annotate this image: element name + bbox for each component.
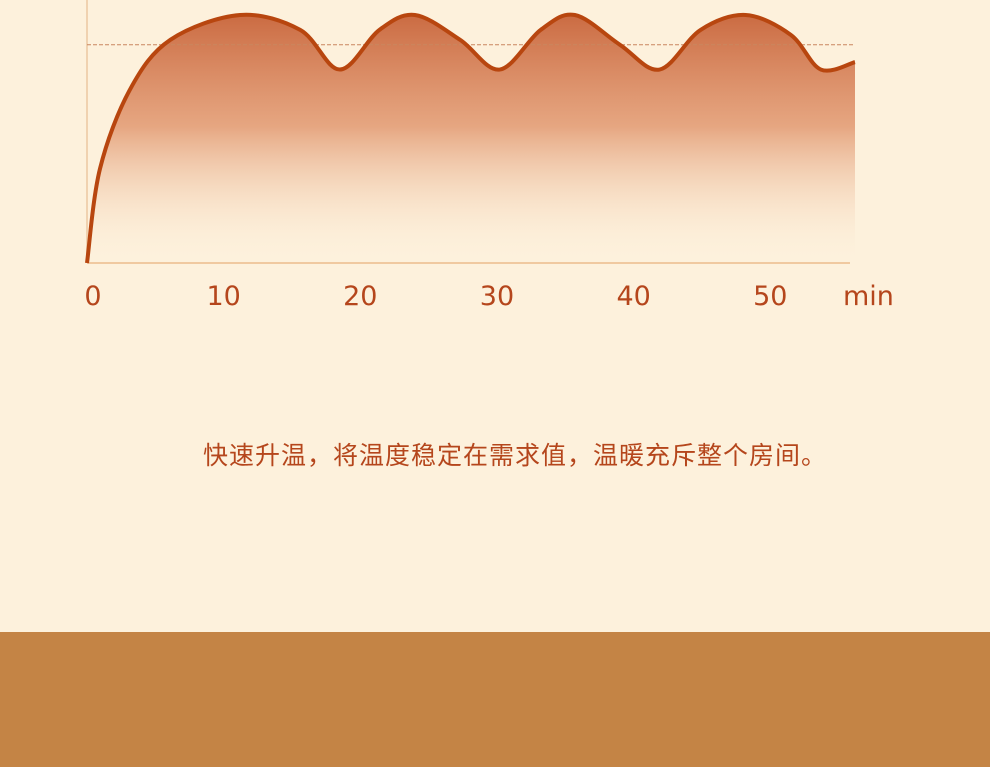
- x-tick-label: 40: [616, 281, 650, 312]
- x-tick-label: 20: [343, 281, 377, 312]
- temperature-chart: 0 10 20 30 40 50 min: [84, 0, 894, 312]
- caption: 快速升温，将温度稳定在需求值，温暖充斥整个房间。: [202, 441, 827, 470]
- x-tick-label: 30: [480, 281, 514, 312]
- x-tick-label: 50: [753, 281, 787, 312]
- x-tick-label: 10: [206, 281, 240, 312]
- x-axis-unit: min: [843, 281, 894, 312]
- area-fill: [87, 14, 855, 263]
- temperature-line: [85, 12, 856, 264]
- x-tick-label: 0: [84, 281, 101, 312]
- bottom-band: [0, 632, 990, 767]
